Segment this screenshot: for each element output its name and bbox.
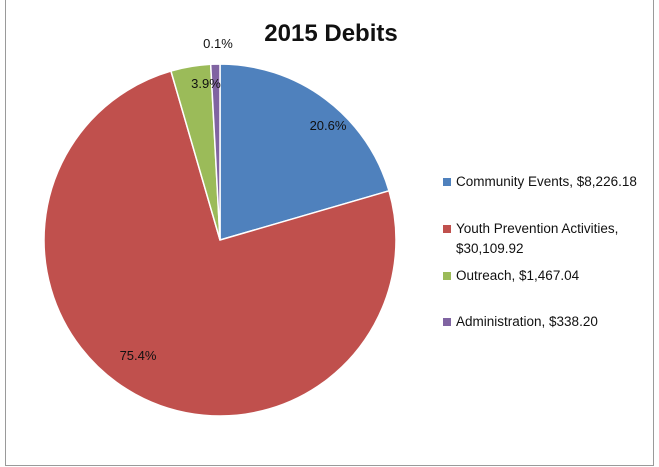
pie-slice-administration bbox=[209, 63, 221, 241]
legend-item-administration: Administration, $338.20 bbox=[443, 312, 598, 332]
legend-swatch-youth-prevention bbox=[443, 225, 451, 233]
legend-swatch-administration bbox=[443, 318, 451, 326]
legend-swatch-community-events bbox=[443, 178, 451, 186]
chart-title: 2015 Debits bbox=[264, 20, 398, 47]
legend-item-youth-prevention: Youth Prevention Activities, $30,109.92 bbox=[443, 219, 643, 259]
legend-item-community-events: Community Events, $8,226.18 bbox=[443, 172, 637, 192]
slice-label-community-events: 20.6% bbox=[310, 118, 347, 133]
slice-label-administration: 0.1% bbox=[203, 36, 233, 51]
legend-swatch-outreach bbox=[443, 272, 451, 280]
slice-label-outreach: 3.9% bbox=[191, 76, 221, 91]
legend-item-outreach: Outreach, $1,467.04 bbox=[443, 266, 579, 286]
pie-slice-youth-prevention bbox=[43, 70, 397, 417]
chart-frame bbox=[5, 0, 654, 466]
pie-slice-community-events bbox=[219, 63, 390, 241]
legend-label-administration: Administration, $338.20 bbox=[456, 314, 598, 329]
legend-label-youth-prevention: Youth Prevention Activities, $30,109.92 bbox=[456, 221, 619, 256]
legend-label-outreach: Outreach, $1,467.04 bbox=[456, 268, 580, 283]
legend-label-community-events: Community Events, $8,226.18 bbox=[456, 174, 637, 189]
slice-label-youth-prevention: 75.4% bbox=[120, 348, 157, 363]
